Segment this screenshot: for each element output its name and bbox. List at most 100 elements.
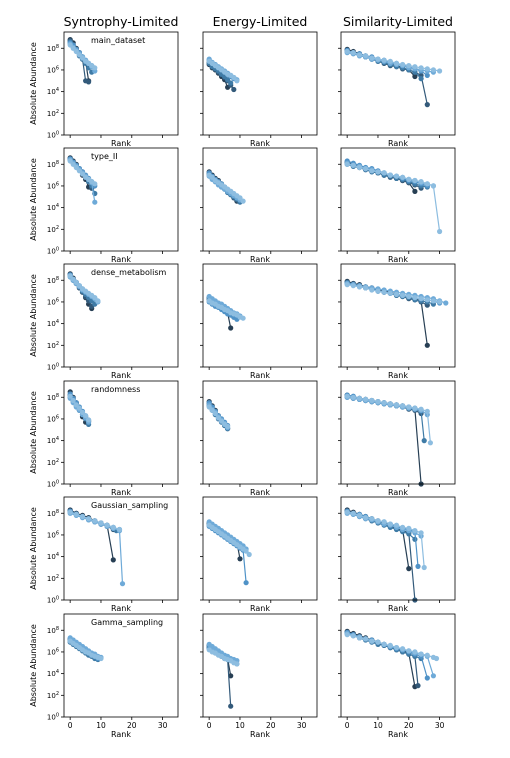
data-point [209, 174, 215, 180]
y-tick-label: 102 [47, 225, 59, 234]
x-axis-label: Rank [388, 371, 408, 380]
data-point [393, 291, 400, 297]
data-point [412, 188, 418, 194]
data-point [356, 395, 363, 401]
y-tick-label: 106 [47, 647, 59, 656]
panel-frame [202, 613, 318, 718]
panel-frame [63, 613, 179, 718]
data-point [92, 199, 98, 205]
data-point [344, 48, 350, 55]
data-point [369, 287, 375, 293]
data-point [381, 519, 387, 525]
column-title-2: Similarity-Limited [343, 14, 453, 29]
x-axis-label: Rank [388, 730, 408, 739]
data-point [350, 633, 356, 639]
data-point [363, 636, 369, 642]
data-point [104, 522, 110, 528]
data-point [400, 61, 406, 68]
y-tick-label: 106 [47, 530, 59, 539]
data-point [356, 512, 363, 519]
data-point [369, 516, 375, 522]
data-point [363, 285, 369, 291]
series-line-5-2-0 [346, 630, 416, 687]
panel-1-2: Rank [338, 147, 456, 264]
data-point [356, 164, 363, 171]
data-point [387, 290, 393, 296]
data-point [228, 673, 234, 679]
series-line-5-2-5 [347, 634, 437, 660]
y-tick-label: 102 [47, 341, 59, 350]
y-tick-label: 100 [47, 131, 59, 140]
data-point [406, 176, 412, 182]
data-point [421, 438, 427, 444]
data-point [67, 42, 73, 48]
data-point [421, 564, 427, 571]
data-point [412, 405, 418, 411]
y-axis-label: Absolute Abundance [29, 42, 38, 125]
y-tick-label: 104 [47, 669, 59, 678]
panel-4-1: Rank [200, 496, 318, 613]
data-point [424, 652, 430, 658]
data-point [67, 393, 73, 399]
data-point [424, 675, 430, 681]
data-point [433, 655, 440, 662]
data-point [363, 396, 369, 402]
panel-frame [340, 380, 456, 485]
y-tick-label: 102 [47, 109, 59, 118]
data-point [92, 181, 98, 187]
data-point [350, 283, 356, 289]
data-point [406, 293, 412, 300]
data-point [363, 166, 369, 172]
data-point [437, 299, 443, 305]
series-line-1-2-5 [347, 163, 441, 232]
x-axis-label: Rank [250, 371, 270, 380]
data-point [67, 273, 73, 279]
data-point [443, 300, 449, 306]
data-point [350, 394, 356, 400]
data-point [381, 57, 387, 63]
x-tick-label: 10 [235, 721, 245, 730]
data-point [381, 641, 387, 648]
data-point [228, 325, 234, 331]
panel-2-2: Rank [338, 263, 456, 380]
x-axis-label: Rank [111, 139, 131, 148]
y-tick-label: 104 [47, 87, 59, 96]
y-tick-label: 108 [47, 626, 59, 635]
panel-3-1: Rank [200, 380, 318, 497]
data-point [375, 169, 381, 175]
data-point [400, 524, 406, 531]
data-point [79, 513, 86, 520]
x-axis-label: Rank [250, 730, 270, 739]
data-point [73, 511, 79, 517]
y-axis-label: Absolute Abundance [29, 391, 38, 474]
data-point [240, 315, 246, 321]
x-tick-label: 30 [158, 721, 168, 730]
data-point [375, 639, 381, 645]
data-point [424, 102, 430, 108]
y-tick-label: 102 [47, 691, 59, 700]
data-point [406, 648, 412, 654]
x-axis-label: Rank [111, 371, 131, 380]
data-point [356, 52, 363, 58]
data-point [363, 53, 369, 59]
panel-2-1: Rank [200, 263, 318, 380]
x-tick-label: 20 [127, 721, 137, 730]
data-point [369, 168, 375, 174]
column-title-0: Syntrophy-Limited [64, 14, 179, 29]
panel-frame [340, 613, 456, 718]
data-point [76, 283, 82, 289]
y-tick-label: 104 [47, 552, 59, 561]
data-point [73, 164, 79, 171]
x-axis-label: Rank [388, 139, 408, 148]
y-axis-label: Absolute Abundance [29, 507, 38, 590]
panel-3-2: Rank [338, 380, 456, 497]
x-tick-label: 0 [68, 721, 73, 730]
row-label-5: Gamma_sampling [91, 618, 163, 627]
data-point [110, 557, 116, 563]
data-point [231, 74, 237, 81]
series-line-5-2-1 [346, 631, 419, 686]
panel-frame [340, 31, 456, 136]
data-point [234, 78, 240, 84]
row-label-4: Gaussian_sampling [91, 501, 168, 510]
